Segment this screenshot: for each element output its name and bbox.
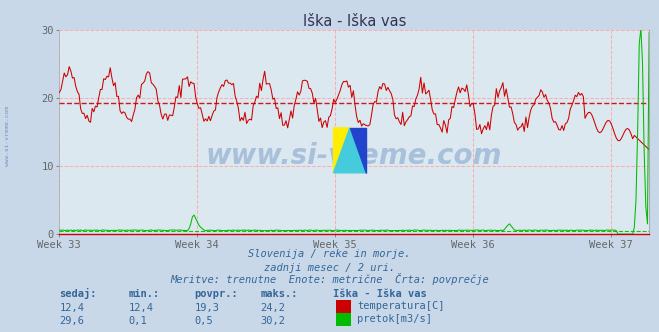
Text: www.si-vreme.com: www.si-vreme.com xyxy=(5,106,11,166)
Text: www.si-vreme.com: www.si-vreme.com xyxy=(206,142,502,170)
Polygon shape xyxy=(333,128,350,173)
Text: 30,2: 30,2 xyxy=(260,316,285,326)
Polygon shape xyxy=(350,128,366,173)
Text: 0,5: 0,5 xyxy=(194,316,213,326)
Text: maks.:: maks.: xyxy=(260,289,298,299)
Title: Iška - Iška vas: Iška - Iška vas xyxy=(302,14,406,29)
Text: Slovenija / reke in morje.: Slovenija / reke in morje. xyxy=(248,249,411,259)
Text: 29,6: 29,6 xyxy=(59,316,84,326)
Text: Meritve: trenutne  Enote: metrične  Črta: povprečje: Meritve: trenutne Enote: metrične Črta: … xyxy=(170,273,489,285)
Text: povpr.:: povpr.: xyxy=(194,289,238,299)
Text: temperatura[C]: temperatura[C] xyxy=(357,301,445,311)
Text: 19,3: 19,3 xyxy=(194,303,219,313)
Text: min.:: min.: xyxy=(129,289,159,299)
Text: 24,2: 24,2 xyxy=(260,303,285,313)
Text: sedaj:: sedaj: xyxy=(59,288,97,299)
Text: 12,4: 12,4 xyxy=(129,303,154,313)
Text: 12,4: 12,4 xyxy=(59,303,84,313)
Text: 0,1: 0,1 xyxy=(129,316,147,326)
Text: Iška - Iška vas: Iška - Iška vas xyxy=(333,289,426,299)
Text: pretok[m3/s]: pretok[m3/s] xyxy=(357,314,432,324)
Text: zadnji mesec / 2 uri.: zadnji mesec / 2 uri. xyxy=(264,263,395,273)
Polygon shape xyxy=(333,128,366,173)
